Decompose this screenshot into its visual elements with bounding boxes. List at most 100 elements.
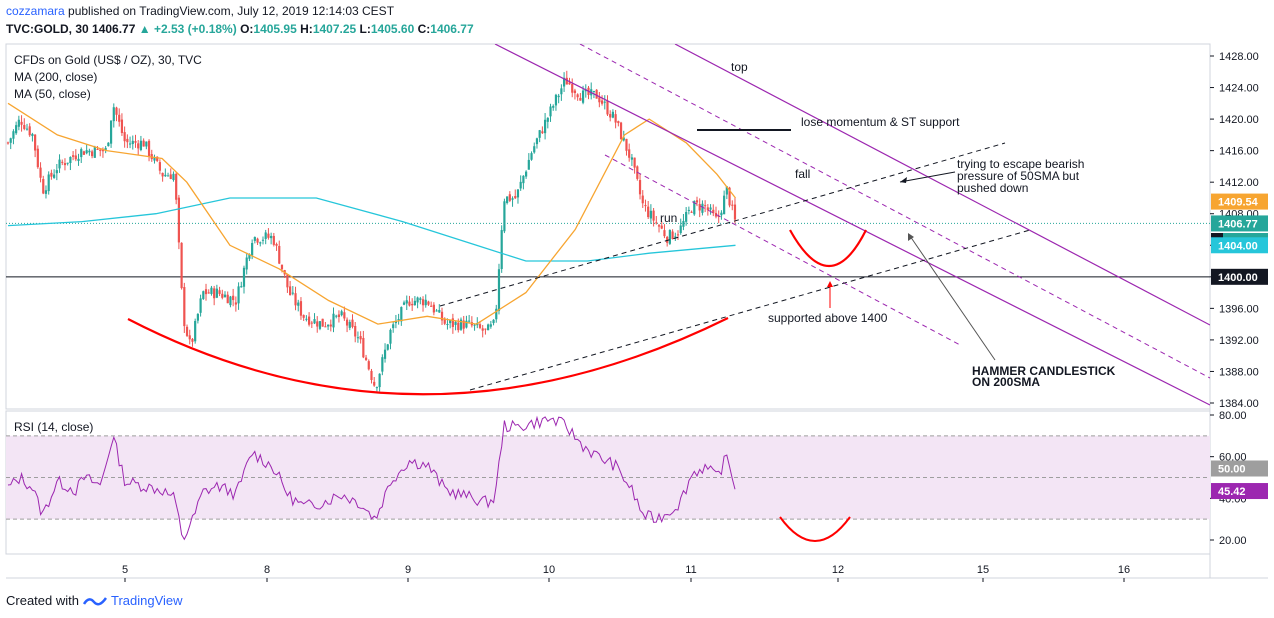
candle-body — [207, 292, 210, 294]
arrow-hammer-head — [908, 233, 914, 241]
candle-body — [134, 141, 137, 143]
annotation-run: run — [660, 211, 677, 225]
candle-body — [153, 157, 156, 161]
candle-body — [196, 313, 199, 321]
candle-body — [305, 318, 308, 320]
candle-body — [275, 243, 278, 246]
candle-body — [695, 200, 699, 203]
candle-body — [511, 198, 514, 200]
candle-body — [145, 141, 148, 147]
candle-body — [619, 122, 623, 140]
candle-body — [172, 173, 175, 181]
candle-body — [611, 111, 615, 118]
candle-body — [242, 267, 246, 287]
candle-body — [248, 254, 251, 259]
candle-body — [351, 319, 354, 327]
candle-body — [226, 294, 229, 304]
candle-body — [58, 159, 61, 169]
chart-title: CFDs on Gold (US$ / OZ), 30, TVC — [14, 53, 202, 67]
candle-body — [191, 338, 194, 342]
candle-body — [733, 204, 737, 220]
candle-body — [687, 209, 690, 211]
candle-body — [663, 230, 666, 237]
candle-body — [307, 316, 311, 325]
candle-body — [693, 201, 696, 215]
axis-layer: 1384.00 1388.00 1392.00 1396.00 1400.00 1404.… — [122, 51, 1268, 582]
candle-body — [373, 381, 376, 386]
candle-body — [180, 242, 183, 289]
annotation-top: top — [731, 60, 748, 74]
candle-body — [473, 324, 476, 326]
symbol-label: TVC:GOLD, 30 — [6, 22, 89, 36]
candle-body — [579, 97, 582, 101]
candle-body — [484, 328, 487, 330]
candle-body — [169, 174, 172, 179]
author-link[interactable]: cozzamara — [6, 4, 65, 18]
candle-body — [221, 293, 224, 298]
price-tag-ma200: 1404.00 — [1218, 240, 1258, 252]
candle-body — [321, 318, 324, 327]
candle-body — [251, 242, 254, 256]
candle-body — [53, 174, 56, 178]
candle-body — [459, 319, 463, 330]
footer-created: Created with — [6, 593, 79, 608]
candle-body — [421, 299, 425, 306]
candle-body — [495, 308, 498, 320]
candle-body — [15, 125, 18, 134]
candle-body — [549, 106, 552, 117]
candle-body — [326, 324, 330, 327]
published-text: published on TradingView.com, July 12, 2… — [68, 4, 395, 18]
candle-body — [392, 324, 395, 329]
annotation-lose-momentum: lose momentum & ST support — [801, 115, 960, 129]
price-tick-label: 1396.00 — [1219, 303, 1259, 315]
time-tick-label: 11 — [685, 564, 696, 576]
price-tick-label: 1384.00 — [1219, 398, 1259, 410]
candle-body — [23, 125, 26, 129]
candle-body — [210, 287, 213, 294]
candle-body — [234, 302, 237, 305]
candle-body — [164, 174, 167, 177]
candle-body — [500, 230, 503, 270]
candle-body — [223, 294, 227, 298]
candle-body — [118, 114, 121, 122]
candle-body — [123, 132, 126, 142]
published-line: cozzamara published on TradingView.com, … — [6, 4, 394, 18]
candle-body — [638, 180, 642, 195]
rsi-legend: RSI (14, close) — [14, 420, 93, 434]
candle-body — [47, 174, 50, 192]
candle-body — [720, 212, 723, 216]
o-label: O: — [240, 22, 254, 36]
candle-body — [313, 319, 316, 324]
candle-body — [85, 150, 88, 154]
c-value: 1406.77 — [430, 22, 474, 36]
price-tick-label: 1416.00 — [1219, 146, 1259, 158]
h-value: 1407.25 — [312, 22, 357, 36]
candle-body — [622, 137, 625, 141]
ma200-line — [7, 197, 736, 262]
candle-body — [468, 320, 471, 322]
annotation-hammer-0: HAMMER CANDLESTICK — [972, 364, 1116, 378]
candle-body — [9, 138, 12, 143]
candle-body — [175, 173, 178, 200]
candle-body — [291, 292, 294, 294]
candle-body — [402, 302, 406, 305]
candle-body — [552, 105, 555, 108]
candle-body — [682, 220, 685, 227]
candle-body — [685, 212, 688, 222]
time-tick-label: 16 — [1118, 564, 1130, 576]
footer-brand[interactable]: TradingView — [110, 593, 183, 608]
last-price: 1406.77 — [92, 22, 136, 36]
candle-body — [701, 203, 704, 213]
candle-body — [690, 211, 693, 213]
candle-body — [101, 149, 105, 152]
price-tag-ma50-bg — [1211, 193, 1268, 210]
candle-body — [362, 337, 365, 358]
candle-body — [633, 157, 636, 168]
candle-body — [400, 307, 403, 322]
candle-body — [297, 302, 300, 306]
annotation-layer: top lose momentum & ST support fall run tryi… — [660, 60, 1116, 389]
candle-body — [31, 133, 34, 137]
candle-body — [440, 311, 444, 321]
candle-body — [324, 326, 327, 328]
